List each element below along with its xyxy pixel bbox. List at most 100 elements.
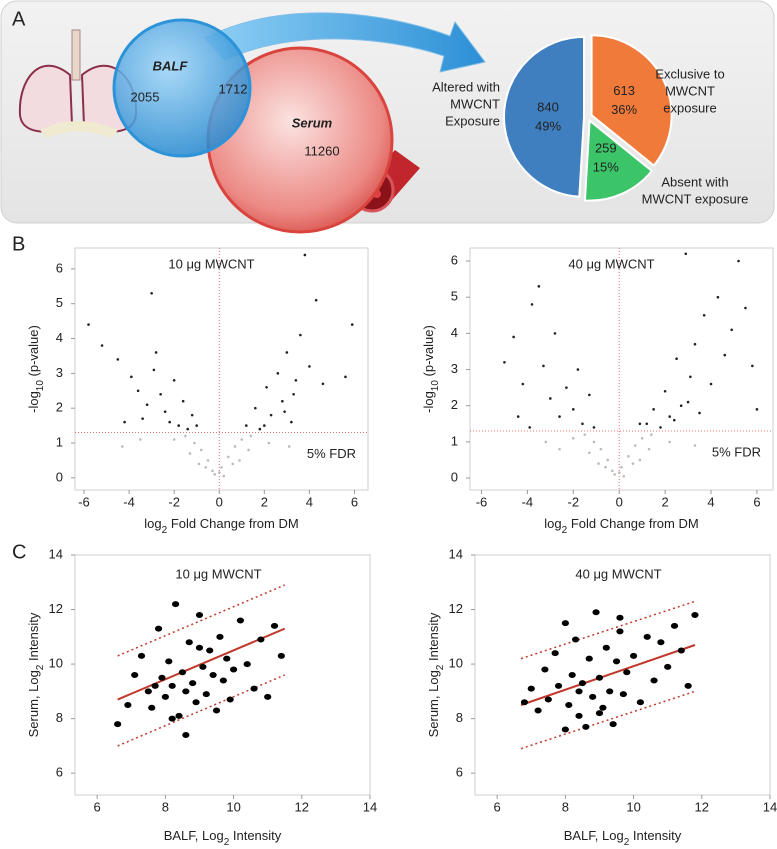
point — [202, 691, 210, 698]
x-tick-label: -4 — [522, 494, 534, 509]
point — [595, 674, 604, 681]
point — [693, 444, 697, 447]
plot-frame — [469, 247, 774, 491]
point — [698, 411, 701, 415]
point — [609, 721, 617, 728]
point — [616, 614, 624, 621]
point — [544, 440, 548, 444]
point — [516, 415, 520, 418]
point — [565, 702, 573, 708]
point — [521, 382, 525, 386]
point — [263, 424, 266, 427]
x-tick-label: 4 — [306, 494, 313, 509]
x-axis-label-part: log — [144, 516, 161, 531]
arrow — [204, 12, 486, 73]
point — [168, 715, 176, 722]
x-axis-label-part: BALF, Log — [564, 828, 624, 843]
point — [287, 445, 291, 448]
point — [689, 375, 692, 379]
point — [530, 303, 534, 306]
x-tick-label: 10 — [226, 799, 240, 814]
y-tick-label: 8 — [456, 710, 463, 725]
x-tick-label: 6 — [351, 494, 358, 509]
slice-label: Exposure — [445, 113, 500, 128]
x-tick-label: -6 — [476, 494, 488, 509]
x-tick-label: 14 — [363, 799, 377, 814]
fit-line — [117, 584, 286, 657]
fit-line — [117, 674, 286, 747]
y-axis-label: Serum, Log2 Intensity — [426, 612, 446, 737]
point — [116, 358, 120, 361]
x-axis-label-part: Fold Change from DM — [567, 516, 699, 531]
point — [636, 699, 645, 706]
point — [236, 617, 245, 624]
point — [638, 458, 642, 462]
x-tick-label: -4 — [123, 494, 135, 509]
x-tick-label: -6 — [78, 494, 90, 509]
point — [512, 335, 515, 339]
point — [571, 436, 575, 440]
point — [281, 399, 284, 403]
x-axis-label: BALF, Log2 Intensity — [564, 828, 682, 848]
point — [606, 458, 610, 462]
y-axis-label-part: Serum, Log — [26, 670, 41, 737]
point — [121, 445, 124, 448]
point — [137, 652, 146, 659]
point — [114, 721, 122, 728]
point — [163, 410, 167, 413]
point — [537, 285, 541, 288]
x-axis-label-part: Fold Change from DM — [167, 516, 299, 531]
x-tick-label: 12 — [695, 799, 709, 814]
point — [588, 451, 591, 455]
point — [206, 647, 214, 654]
point — [638, 422, 642, 426]
point — [554, 682, 563, 689]
point — [582, 723, 590, 730]
slice-percent: 15% — [593, 160, 619, 175]
point — [578, 680, 587, 687]
point — [737, 259, 740, 263]
y-axis-label: -log10 (p-value) — [26, 325, 46, 413]
point — [668, 415, 672, 418]
point — [684, 682, 692, 689]
point — [206, 459, 210, 462]
slice-label: MWCNT — [665, 83, 715, 98]
point — [265, 385, 268, 389]
slice-label: Absent with — [661, 174, 728, 189]
point — [285, 351, 289, 354]
point — [168, 420, 171, 424]
y-tick-label: 2 — [451, 397, 458, 412]
point — [199, 663, 207, 670]
point — [663, 389, 667, 393]
y-axis-label-part: Intensity — [26, 612, 41, 665]
slice-percent: 49% — [535, 118, 561, 133]
point — [139, 438, 142, 441]
point — [229, 666, 238, 673]
y-tick-label: 4 — [451, 325, 458, 340]
x-tick-label: 14 — [763, 799, 777, 814]
point — [588, 393, 591, 397]
x-tick-label: 6 — [494, 799, 501, 814]
y-tick-label: 5 — [56, 295, 63, 310]
point — [222, 474, 226, 478]
x-axis-label: log2 Fold Change from DM — [544, 516, 698, 536]
point — [283, 410, 286, 413]
slice-label: MWCNT exposure — [642, 191, 749, 206]
point — [650, 677, 658, 684]
point — [184, 434, 187, 438]
point — [677, 647, 685, 654]
x-tick-label: -2 — [168, 494, 180, 509]
y-tick-label: 5 — [451, 289, 458, 304]
point — [154, 351, 158, 354]
fit-line — [520, 644, 696, 706]
y-axis-label-part: (p-value) — [26, 325, 41, 380]
point — [87, 323, 90, 326]
point — [276, 372, 280, 375]
point — [575, 712, 583, 719]
point — [602, 644, 610, 651]
y-tick-label: 3 — [451, 361, 458, 376]
point — [249, 434, 253, 438]
y-tick-label: 12 — [49, 601, 63, 616]
point — [576, 368, 580, 371]
point — [123, 420, 126, 424]
